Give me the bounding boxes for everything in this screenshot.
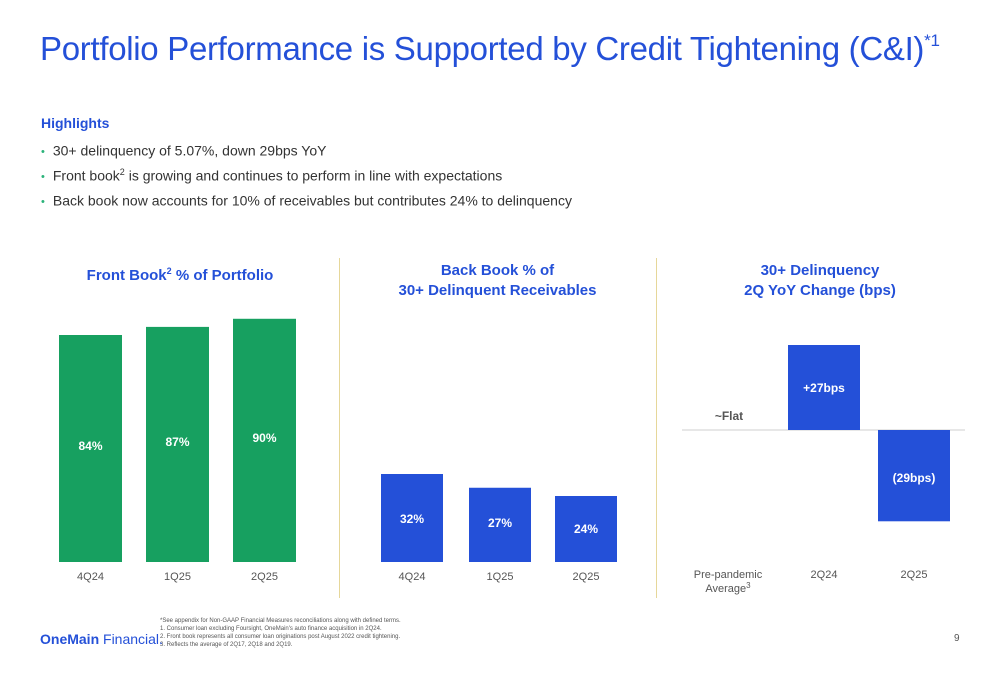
x-tick-label: 1Q25 bbox=[487, 571, 514, 583]
chart-title-back-book: Back Book % of 30+ Delinquent Receivable… bbox=[398, 262, 597, 299]
chart-divider bbox=[339, 258, 340, 598]
bar-2Q24 bbox=[788, 345, 860, 430]
data-label: (29bps) bbox=[893, 471, 936, 485]
x-tick-label: 2Q24 bbox=[811, 569, 838, 581]
highlight-item: • Front book2 is growing and continues to… bbox=[41, 167, 503, 184]
bar-2Q25 bbox=[555, 496, 617, 562]
x-tick-label: 4Q24 bbox=[399, 571, 426, 583]
page-number: 9 bbox=[954, 633, 960, 644]
data-label: 90% bbox=[252, 431, 276, 445]
highlights-list: • 30+ delinquency of 5.07%, down 29bps Yo… bbox=[41, 137, 572, 212]
highlights-heading: Highlights bbox=[41, 115, 110, 131]
page-title: Portfolio Performance is Supported by Cr… bbox=[40, 30, 940, 67]
bullet-dot-icon: • bbox=[41, 195, 45, 208]
highlight-item: • Back book now accounts for 10% of recei… bbox=[41, 192, 572, 209]
back-book-chart: 32% 4Q24 27% 1Q25 24% 2Q25 bbox=[381, 474, 617, 583]
bar-2Q25 bbox=[233, 318, 296, 562]
bar-2Q25 bbox=[878, 430, 950, 522]
x-tick-label: 2Q25 bbox=[901, 569, 928, 581]
x-tick-label: 4Q24 bbox=[77, 571, 104, 583]
footnote: *See appendix for Non-GAAP Financial Mea… bbox=[160, 618, 401, 624]
chart-title-front-book: Front Book2 % of Portfolio bbox=[86, 266, 274, 284]
title-superscript: *1 bbox=[924, 31, 940, 50]
front-book-chart: 84% 4Q24 87% 1Q25 90% 2Q25 bbox=[59, 318, 296, 583]
highlight-item: • 30+ delinquency of 5.07%, down 29bps Yo… bbox=[41, 142, 327, 159]
bullet-dot-icon: • bbox=[41, 145, 45, 158]
data-label: ~Flat bbox=[715, 409, 743, 423]
footnote: 1. Consumer loan excluding Foursight, On… bbox=[160, 626, 382, 632]
footnote: 3. Reflects the average of 2Q17, 2Q18 an… bbox=[160, 642, 293, 648]
chart-divider bbox=[656, 258, 657, 598]
onemain-logo: OneMain Financial. bbox=[40, 631, 163, 647]
x-tick-label: 2Q25 bbox=[573, 571, 600, 583]
data-label: 87% bbox=[165, 435, 189, 449]
bar-1Q25 bbox=[146, 326, 209, 562]
x-tick-label: Average3 bbox=[705, 581, 751, 595]
x-tick-label: Pre-pandemic bbox=[694, 569, 763, 581]
chart-title-delinquency-change: 30+ Delinquency 2Q YoY Change (bps) bbox=[744, 262, 896, 299]
data-label: 27% bbox=[488, 516, 512, 530]
x-tick-label: 2Q25 bbox=[251, 571, 278, 583]
bar-4Q24 bbox=[381, 474, 443, 562]
x-tick-label: 1Q25 bbox=[164, 571, 191, 583]
data-label: 24% bbox=[574, 522, 598, 536]
bar-4Q24 bbox=[59, 335, 122, 562]
bar-1Q25 bbox=[469, 487, 531, 562]
data-label: 32% bbox=[400, 512, 424, 526]
data-label: +27bps bbox=[803, 381, 845, 395]
bullet-dot-icon: • bbox=[41, 170, 45, 183]
footnote: 2. Front book represents all consumer lo… bbox=[160, 634, 401, 640]
footnotes: *See appendix for Non-GAAP Financial Mea… bbox=[160, 617, 401, 649]
data-label: 84% bbox=[78, 439, 102, 453]
